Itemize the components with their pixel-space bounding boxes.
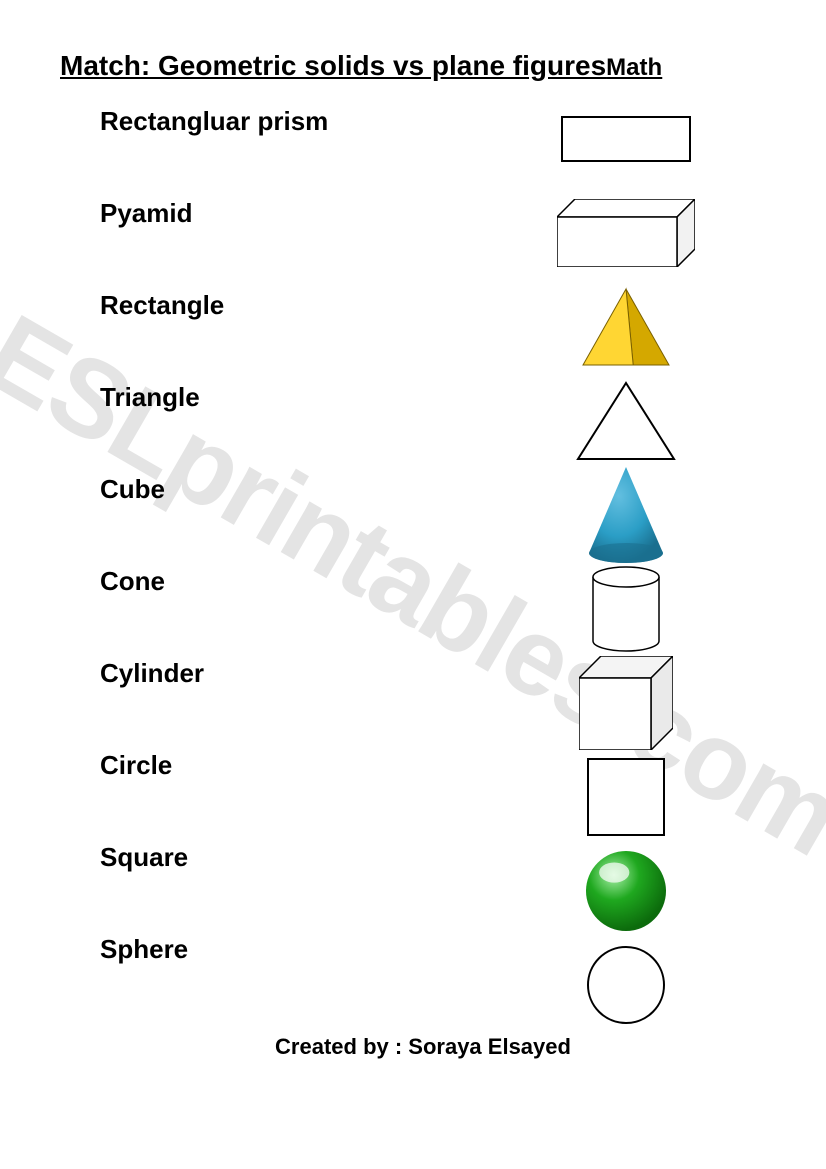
shape-label: Triangle: [100, 382, 328, 474]
shape-circle-2d: [556, 938, 696, 1032]
shape-label: Rectangle: [100, 290, 328, 382]
shape-label: Pyamid: [100, 198, 328, 290]
triangle-2d-icon: [576, 381, 676, 461]
worksheet-page: Match: Geometric solids vs plane figures…: [0, 0, 826, 1080]
shape-cylinder-3d: [556, 562, 696, 656]
square-2d-icon: [587, 758, 665, 836]
labels-column: Rectangluar prism Pyamid Rectangle Trian…: [60, 100, 328, 1026]
footer-credit: Created by : Soraya Elsayed: [60, 1034, 786, 1060]
cone-3d-icon: [587, 465, 665, 565]
shape-triangle-2d: [556, 374, 696, 468]
circle-2d-icon: [586, 945, 666, 1025]
shape-cube-3d: [556, 656, 696, 750]
title-subject: Math: [606, 54, 662, 81]
shape-rect-prism-3d: [556, 186, 696, 280]
shape-label: Sphere: [100, 934, 328, 1026]
shape-label: Cone: [100, 566, 328, 658]
shape-label: Cylinder: [100, 658, 328, 750]
shape-label: Circle: [100, 750, 328, 842]
title-main: Match: Geometric solids vs plane figures: [60, 50, 606, 81]
shape-square-2d: [556, 750, 696, 844]
cylinder-3d-icon: [591, 565, 661, 653]
shape-pyramid-3d: [556, 280, 696, 374]
shape-label: Cube: [100, 474, 328, 566]
rect-prism-3d-icon: [557, 199, 695, 267]
sphere-3d-icon: [584, 849, 668, 933]
cube-3d-icon: [579, 656, 673, 750]
shape-label: Rectangluar prism: [100, 106, 328, 198]
shape-label: Square: [100, 842, 328, 934]
pyramid-3d-icon: [581, 287, 671, 367]
shapes-column: [556, 92, 696, 1032]
shape-rectangle-2d: [556, 92, 696, 186]
shape-sphere-3d: [556, 844, 696, 938]
shape-cone-3d: [556, 468, 696, 562]
rectangle-2d-icon: [561, 116, 691, 162]
page-title: Match: Geometric solids vs plane figures…: [60, 50, 786, 82]
